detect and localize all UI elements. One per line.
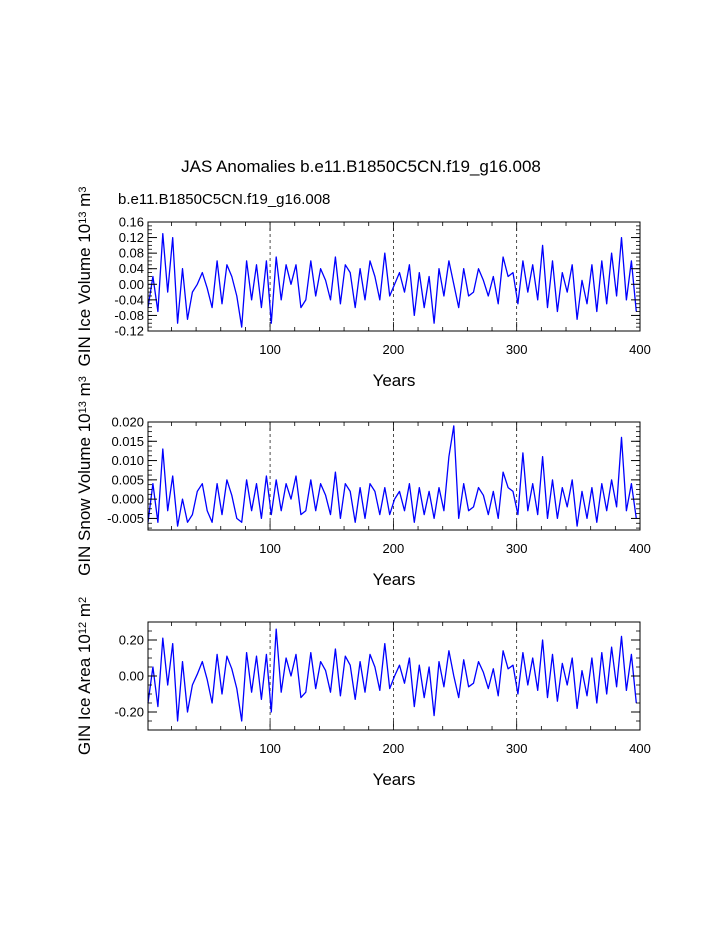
y-axis-title-text: m <box>75 193 94 212</box>
y-axis-title-text: GIN Snow Volume 10 <box>75 413 94 576</box>
y-tick-label: 0.08 <box>119 246 144 261</box>
y-tick-label: -0.005 <box>107 511 144 526</box>
x-tick-label: 400 <box>629 741 651 756</box>
y-axis-title-superscript: 12 <box>77 622 89 634</box>
x-tick-label: 300 <box>506 741 528 756</box>
y-tick-label: 0.000 <box>111 492 144 507</box>
y-tick-label: 0.00 <box>119 669 144 684</box>
y-tick-label: 0.16 <box>119 215 144 230</box>
y-tick-label: 0.010 <box>111 453 144 468</box>
x-tick-label: 100 <box>259 342 281 357</box>
y-tick-label: -0.12 <box>114 324 144 339</box>
y-tick-label: 0.005 <box>111 472 144 487</box>
y-axis-title-superscript: 2 <box>77 597 89 603</box>
plot-frame <box>147 221 641 332</box>
x-axis-title: Years <box>373 371 416 390</box>
series-line <box>147 233 637 328</box>
y-axis-title-text: GIN Ice Area 10 <box>75 634 94 755</box>
y-axis-title-text: m <box>75 603 94 622</box>
y-axis-title-text: m <box>75 382 94 401</box>
y-tick-label: -0.04 <box>114 292 144 307</box>
panel-2: -0.005 0.000 0.005 0.010 0.015 0.020 100 200 300… <box>75 376 651 589</box>
x-tick-label: 300 <box>506 541 528 556</box>
y-axis-title-superscript: 13 <box>77 401 89 413</box>
figure-subtitle: b.e11.B1850C5CN.f19_g16.008 <box>118 191 330 208</box>
x-tick-label: 400 <box>629 342 651 357</box>
x-axis-title: Years <box>373 570 416 589</box>
x-axis-title: Years <box>373 770 416 789</box>
y-tick-label: -0.08 <box>114 308 144 323</box>
series-line <box>147 425 637 527</box>
x-tick-label: 400 <box>629 541 651 556</box>
y-tick-label: -0.20 <box>114 705 144 720</box>
plot-frame <box>147 421 641 531</box>
x-tick-label: 200 <box>383 741 405 756</box>
y-axis-title: GIN Snow Volume 1013 m3 <box>75 376 94 576</box>
series-line <box>147 628 637 722</box>
y-tick-label: 0.020 <box>111 415 144 430</box>
x-tick-label: 200 <box>383 342 405 357</box>
y-axis-title: GIN Ice Area 1012 m2 <box>75 597 94 755</box>
figure-title: JAS Anomalies b.e11.B1850C5CN.f19_g16.00… <box>181 157 541 176</box>
panel-1: -0.12-0.08-0.040.000.040.080.120.16 100 20… <box>75 187 651 390</box>
y-axis-title-text: GIN Ice Volume 10 <box>75 224 94 367</box>
y-tick-label: 0.04 <box>119 261 144 276</box>
y-axis-title-superscript: 13 <box>77 212 89 224</box>
y-axis-title-superscript: 3 <box>77 376 89 382</box>
y-tick-label: 0.015 <box>111 434 144 449</box>
y-tick-label: 0.12 <box>119 230 144 245</box>
x-tick-label: 300 <box>506 342 528 357</box>
y-tick-label: 0.20 <box>119 633 144 648</box>
y-axis-title-superscript: 3 <box>77 187 89 193</box>
x-tick-label: 100 <box>259 541 281 556</box>
x-tick-label: 200 <box>383 541 405 556</box>
y-axis-title: GIN Ice Volume 1013 m3 <box>75 187 94 367</box>
y-tick-label: 0.00 <box>119 277 144 292</box>
x-tick-label: 100 <box>259 741 281 756</box>
panel-3: -0.20 0.00 0.20 100 200 300 400 Years GIN Ice Ar… <box>75 597 651 789</box>
